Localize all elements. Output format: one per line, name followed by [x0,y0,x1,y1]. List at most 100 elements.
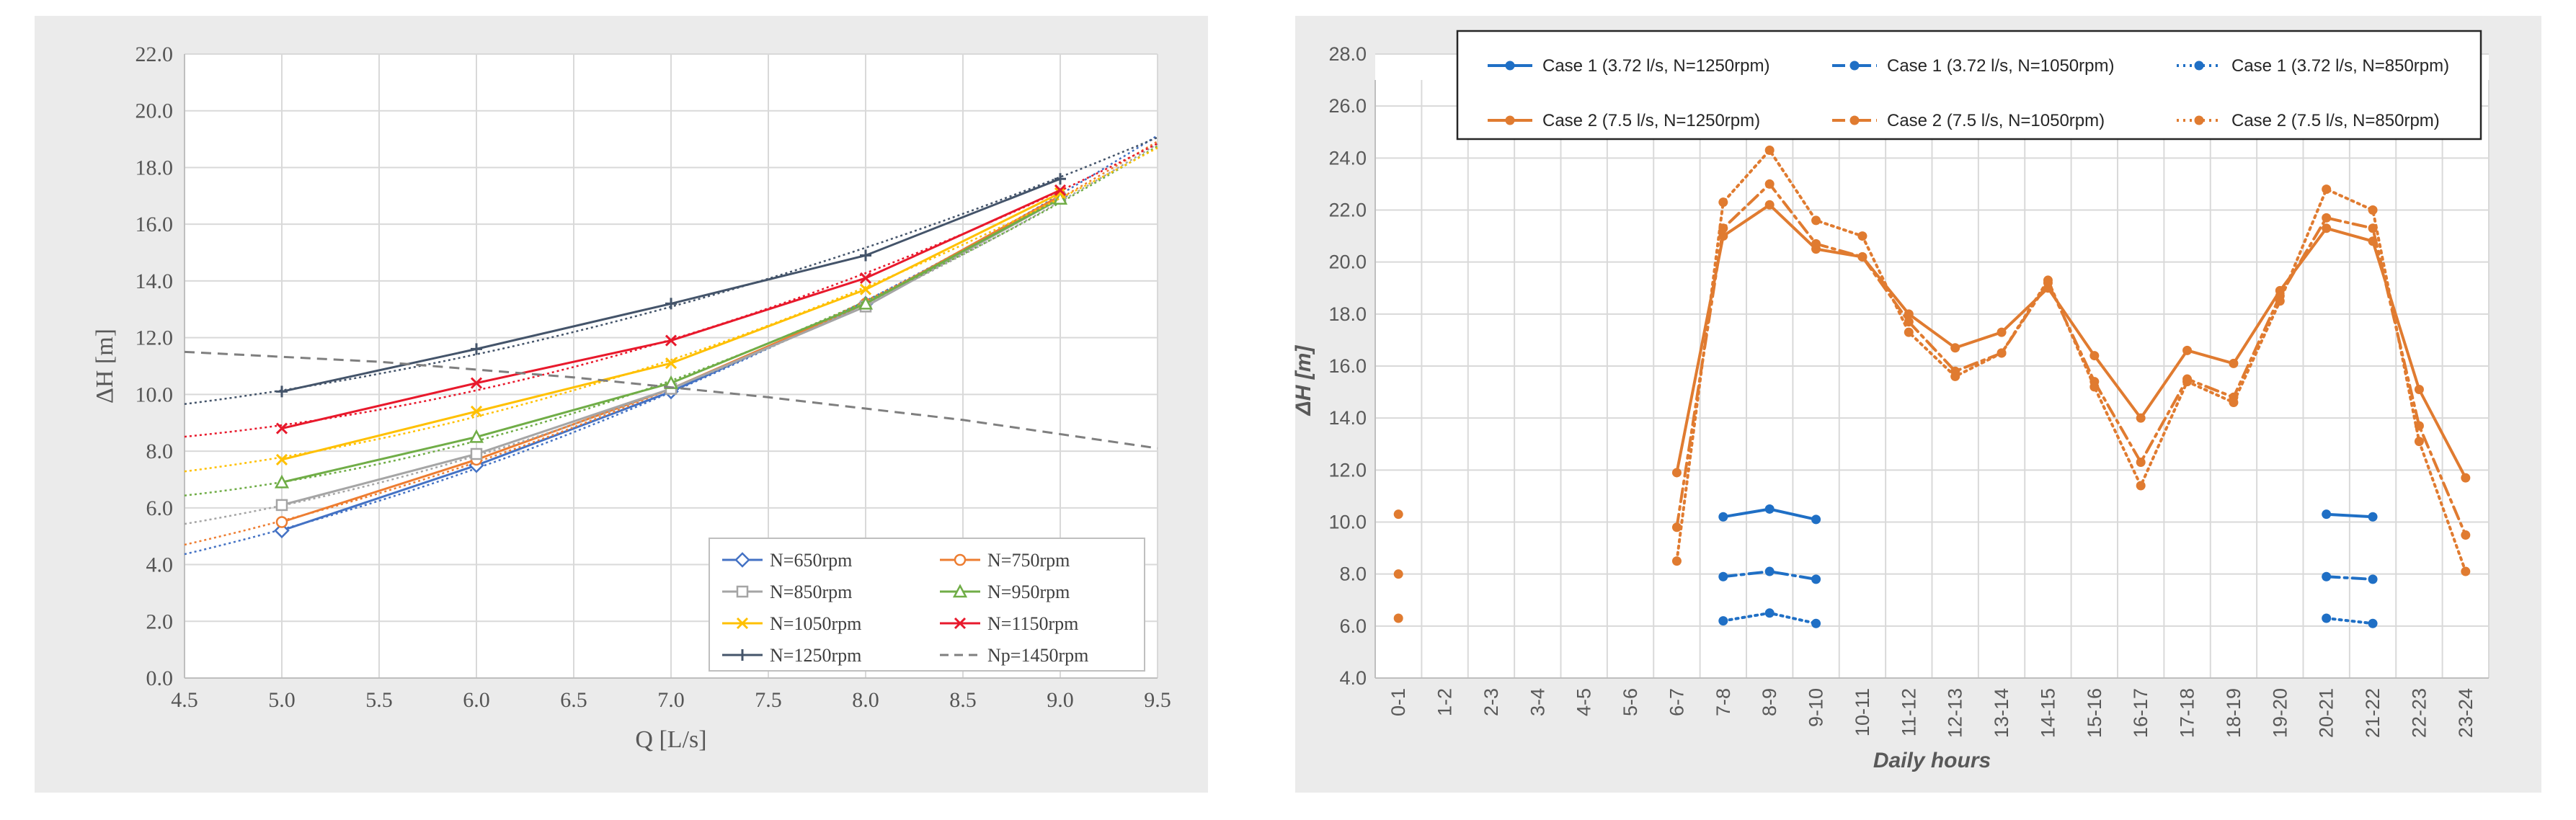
chart2-x-tick-label: 9-10 [1806,688,1827,727]
chart2-point-case-2-7-5-l-s-n-850rpm [1857,231,1867,241]
chart2-legend-label: Case 1 (3.72 l/s, N=1050rpm) [1887,56,2114,76]
chart1-x-tick-label: 4.5 [171,688,198,712]
chart2-point-case-2-7-5-l-s-n-850rpm [1718,197,1728,208]
chart2-line-case-2-7-5-l-s-n-850rpm [1675,148,2467,574]
chart1-y-tick-label: 0.0 [146,667,174,690]
daily-head-chart: 4.0 6.0 8.0 10.0 12.0 14.0 16.0 18.0 20.0 22.0 24.… [1292,16,2541,793]
chart2-x-tick-label: 11-12 [1898,688,1919,736]
chart2-x-tick-label: 6-7 [1666,688,1687,716]
chart1-x-tick-label: 5.5 [365,688,393,712]
chart2-y-tick-label: 24.0 [1328,147,1367,169]
chart1-x-tick-label: 5.0 [268,688,296,712]
chart1-legend: N=650rpm N=750rpm N=850rpm N=950rpm N=1050rp… [709,538,1145,672]
chart1-y-tick-label: 6.0 [146,496,174,520]
chart2-point-case-1-3-72-l-s-n-1050rpm [2368,574,2378,584]
chart2-y-tick-label: 10.0 [1328,512,1367,533]
chart2-point-case-1-3-72-l-s-n-1250rpm [1764,504,1775,514]
chart2-point-case-2-7-5-l-s-n-850rpm [2368,205,2378,215]
chart1-y-tick-label: 22.0 [136,43,174,66]
chart1-point-n-950rpm [274,474,290,489]
chart2-x-tick-label: 20-21 [2316,688,2337,738]
chart1-point-n-1250rpm [860,249,871,262]
chart1-line-np-1450rpm [184,350,1158,450]
chart2-point-case-2-7-5-l-s-n-1250rpm [1393,509,1403,520]
chart1-legend-label: N=1050rpm [770,613,861,634]
chart2-series-case-2-7-5-l-s-n-850rpm [1393,146,2471,623]
chart2-point-case-1-3-72-l-s-n-1050rpm [1811,574,1821,584]
chart2-point-case-2-7-5-l-s-n-850rpm [2322,184,2332,195]
chart2-point-case-2-7-5-l-s-n-850rpm [2414,437,2424,447]
chart2-x-tick-label: 23-24 [2455,688,2477,738]
chart2-point-case-2-7-5-l-s-n-850rpm [1904,327,1914,337]
chart1-x-tick-label: 7.5 [755,688,782,712]
chart2-line-case-2-7-5-l-s-n-1050rpm [1675,182,2467,537]
chart1-series-np-1450rpm [184,350,1158,450]
chart2-y-tick-label: 14.0 [1328,407,1367,429]
chart1-x-tick-labels: 4.5 5.0 5.5 6.0 6.5 7.0 7.5 8.0 8.5 9.0 9.5 [171,688,1171,712]
chart1-y-tick-label: 10.0 [136,383,174,406]
chart1-legend-label: N=650rpm [770,550,852,571]
chart2-point-case-2-7-5-l-s-n-1250rpm [1764,200,1775,210]
chart2-x-tick-label: 8-9 [1759,688,1780,716]
chart1-y-tick-label: 14.0 [136,269,174,293]
chart1-point-n-1250rpm [471,343,482,355]
chart2-x-tick-label: 4-5 [1573,688,1595,716]
chart1-legend-marker [954,617,967,630]
chart2-point-case-2-7-5-l-s-n-1250rpm [2229,358,2239,368]
chart2-x-tick-label: 16-17 [2130,688,2151,738]
chart2-point-case-2-7-5-l-s-n-850rpm [2043,275,2053,285]
chart1-point-n-1150rpm [470,377,483,389]
chart1-legend-marker [737,649,748,661]
chart2-point-case-1-3-72-l-s-n-850rpm [2322,613,2332,623]
chart2-point-case-2-7-5-l-s-n-1050rpm [2322,213,2332,223]
chart2-legend-label: Case 1 (3.72 l/s, N=1250rpm) [1542,56,1769,76]
chart2-point-case-1-3-72-l-s-n-1250rpm [1811,514,1821,525]
chart1-legend-label: Np=1450rpm [987,645,1088,666]
chart1-point-n-950rpm [1052,191,1068,205]
chart2-x-tick-label: 2-3 [1480,688,1502,716]
chart2-y-tick-label: 8.0 [1339,563,1367,585]
chart2-point-case-2-7-5-l-s-n-1050rpm [1671,522,1682,532]
chart2-y-tick-label: 16.0 [1328,355,1367,377]
chart1-legend-entry-n-1150rpm: N=1150rpm [940,613,1078,634]
chart2-legend-entry-case-2-7-5-l-s-n-1250rpm: Case 2 (7.5 l/s, N=1250rpm) [1488,111,1760,130]
chart1-point-n-1150rpm [859,272,872,285]
chart2-y-tick-label: 4.0 [1339,667,1367,689]
chart2-point-case-2-7-5-l-s-n-1250rpm [2322,223,2332,233]
chart2-point-case-1-3-72-l-s-n-1250rpm [2368,512,2378,522]
chart2-line-case-1-3-72-l-s-n-1050rpm [2324,575,2375,581]
chart2-point-case-2-7-5-l-s-n-850rpm [1811,215,1821,226]
chart1-point-n-750rpm [275,516,288,528]
chart2-x-tick-label: 19-20 [2269,688,2291,738]
chart2-point-case-2-7-5-l-s-n-1050rpm [1393,569,1403,579]
chart1-point-n-1250rpm [665,298,677,310]
chart1-y-axis-label: ΔH [m] [92,329,118,404]
chart1-legend-label: N=950rpm [987,581,1070,602]
chart1-series-n-950rpm [184,145,1158,496]
chart1-legend-marker [736,617,749,630]
chart2-y-tick-label: 18.0 [1328,303,1367,325]
chart2-legend-marker [1849,61,1860,71]
chart2-x-tick-label: 17-18 [2177,688,2198,738]
chart2-line-case-2-7-5-l-s-n-1250rpm [1675,202,2467,480]
chart1-y-tick-label: 12.0 [136,326,174,350]
chart2-point-case-2-7-5-l-s-n-850rpm [1671,556,1682,566]
chart1-x-tick-label: 9.5 [1144,688,1171,712]
chart2-point-case-1-3-72-l-s-n-1250rpm [2322,509,2332,520]
chart2-legend-marker [1849,115,1860,125]
chart2-x-tick-label: 22-23 [2408,688,2430,738]
chart1-y-tick-labels: 0.0 2.0 4.0 6.0 8.0 10.0 12.0 14.0 16.0 18.0 20.0 2… [136,43,174,690]
chart1-y-tick-label: 16.0 [136,213,174,236]
chart1-y-tick-label: 8.0 [146,440,174,463]
chart2-x-axis-label: Daily hours [1873,749,1991,772]
chart1-legend-marker [734,552,750,568]
chart2-series-case-1-3-72-l-s-n-1050rpm [1718,566,2378,584]
chart1-series-n-1250rpm [184,136,1158,406]
chart1-legend-entry-n-850rpm: N=850rpm [722,581,852,602]
chart1-point-n-1050rpm [275,453,288,465]
chart1-y-tick-label: 20.0 [136,99,174,123]
chart2-point-case-2-7-5-l-s-n-850rpm [1950,371,1960,381]
chart2-y-tick-label: 22.0 [1328,200,1367,221]
chart1-legend-label: N=850rpm [770,581,852,602]
